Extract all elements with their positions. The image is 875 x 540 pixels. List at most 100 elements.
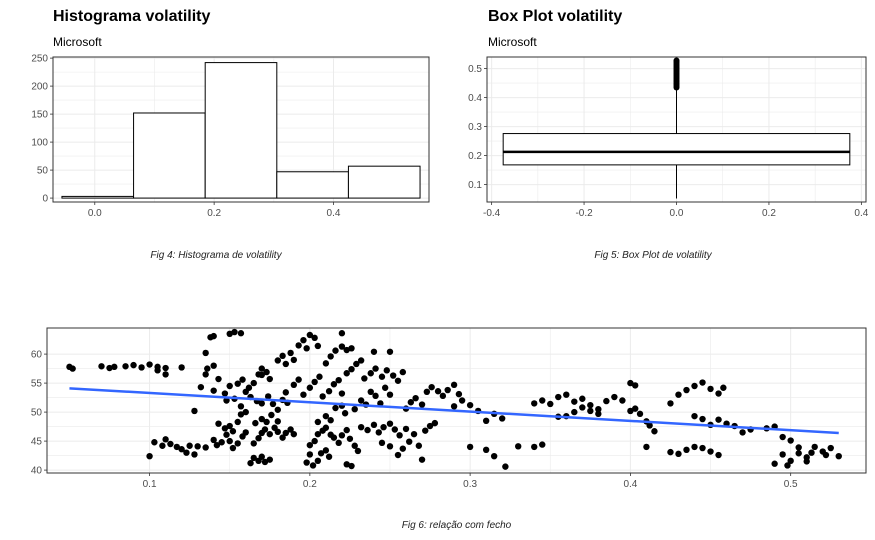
scatter-point	[675, 391, 682, 398]
scatter-y-tick-label: 60	[31, 350, 43, 361]
scatter-point	[691, 443, 698, 451]
scatter-point	[515, 443, 522, 450]
scatter-point	[279, 352, 286, 360]
scatter-point	[335, 439, 342, 447]
scatter-point	[319, 393, 326, 400]
scatter-point	[490, 452, 498, 460]
scatter-point	[715, 451, 722, 459]
scatter-x-tick-label: 0.2	[303, 479, 317, 490]
scatter-point	[274, 357, 281, 364]
scatter-point	[428, 383, 435, 391]
scatter-point	[412, 394, 419, 402]
scatter-point	[779, 433, 786, 441]
scatter-point	[247, 459, 254, 467]
scatter-point	[348, 462, 355, 470]
histogram-panel: 0.0 0.2 0.4 0 50 100 150 200 250	[31, 54, 430, 219]
scatter-point	[381, 384, 389, 391]
scatter-y-tick-label: 55	[31, 379, 43, 390]
scatter-point	[221, 390, 229, 397]
scatter-point	[69, 365, 76, 372]
scatter-point	[252, 419, 259, 427]
scatter-point	[386, 348, 394, 355]
scatter-point	[795, 444, 802, 451]
scatter-point	[502, 463, 509, 470]
scatter-point	[603, 397, 610, 405]
scatter-point	[322, 447, 330, 454]
scatter-point	[803, 458, 810, 465]
histogram-x-tick-label: 0.4	[327, 208, 341, 219]
scatter-point	[282, 360, 290, 368]
histogram-bar	[276, 171, 349, 199]
scatter-point	[720, 384, 727, 391]
boxplot-y-tick-label: 0.1	[468, 180, 482, 191]
scatter-point	[300, 336, 307, 344]
scatter-point	[223, 431, 230, 438]
scatter-point	[138, 364, 145, 371]
scatter-point	[466, 401, 474, 409]
scatter-point	[571, 408, 578, 416]
scatter-point	[325, 453, 333, 460]
scatter-y-tick-label: 40	[31, 466, 43, 477]
scatter-point	[234, 418, 241, 426]
scatter-point	[106, 364, 113, 372]
scatter-point	[367, 370, 374, 377]
scatter-point	[332, 404, 339, 412]
scatter-point	[827, 444, 834, 452]
scatter-point	[571, 398, 578, 405]
scatter-point	[162, 364, 169, 372]
histogram-bar	[133, 112, 206, 199]
scatter-point	[242, 408, 249, 416]
scatter-point	[223, 397, 230, 404]
boxplot-x-tick-label: -0.2	[575, 208, 593, 219]
scatter-point	[322, 424, 330, 431]
scatter-point	[439, 392, 447, 400]
scatter-point	[221, 425, 229, 432]
scatter-point	[415, 442, 423, 449]
boxplot-panel: -0.4 -0.2 0.0 0.2 0.4 0.1 0.2 0.3 0.4 0.5	[468, 56, 869, 219]
scatter-point	[327, 353, 334, 360]
scatter-point	[715, 390, 722, 397]
boxplot-x-tick-label: 0.0	[670, 208, 684, 219]
scatter-point	[357, 397, 365, 404]
scatter-point	[402, 425, 410, 433]
scatter-x-tick-label: 0.5	[784, 479, 798, 490]
scatter-point	[330, 381, 338, 388]
scatter-point	[651, 428, 658, 435]
scatter-point	[386, 391, 394, 398]
scatter-point	[683, 386, 690, 394]
scatter-point	[627, 379, 634, 387]
scatter-point	[242, 429, 249, 436]
scatter-point	[835, 452, 842, 460]
scatter-point	[348, 345, 355, 352]
scatter-point	[498, 415, 506, 422]
scatter-point	[386, 420, 394, 427]
scatter-point	[391, 426, 398, 433]
scatter-point	[274, 428, 281, 436]
scatter-point	[261, 426, 269, 433]
scatter-point	[579, 395, 586, 402]
boxplot-y-tick-label: 0.4	[468, 93, 482, 104]
scatter-point	[338, 343, 346, 350]
boxplot-y-tick-label: 0.5	[468, 64, 482, 75]
scatter-point	[215, 375, 222, 383]
boxplot-panel-border	[486, 56, 867, 203]
scatter-point	[234, 380, 241, 387]
scatter-point	[341, 410, 349, 417]
scatter-point	[346, 435, 354, 442]
scatter-point	[563, 391, 570, 398]
scatter-point	[632, 382, 639, 389]
scatter-point	[338, 330, 346, 337]
scatter-point	[178, 364, 185, 371]
scatter-point	[194, 443, 201, 450]
boxplot-subtitle: Microsoft	[488, 35, 537, 49]
scatter-point	[151, 439, 158, 446]
scatter-point	[667, 448, 674, 456]
scatter-point	[370, 421, 378, 429]
scatter-point	[322, 412, 330, 420]
scatter-point	[707, 385, 714, 393]
scatter-point	[579, 404, 586, 411]
scatter-y-tick-label: 45	[31, 437, 43, 448]
scatter-point	[466, 443, 474, 451]
scatter-point	[130, 361, 137, 369]
scatter-point	[154, 367, 161, 374]
